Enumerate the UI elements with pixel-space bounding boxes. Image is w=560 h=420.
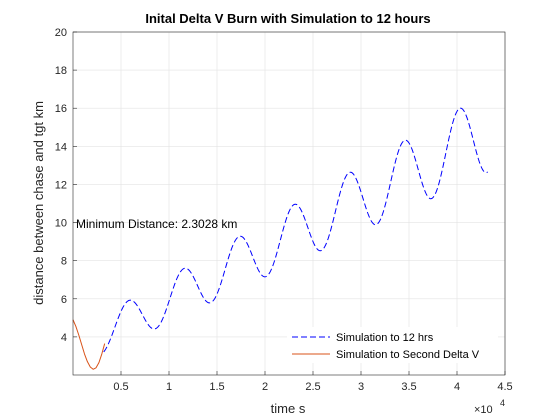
y-tick-label: 4 xyxy=(61,332,67,344)
axes-frame xyxy=(72,31,506,376)
series-line-simulation-12-hrs xyxy=(103,107,488,353)
grid xyxy=(73,31,506,375)
x-tick-label: 4.5 xyxy=(497,381,512,393)
x-axis-exponent: ×10 4 xyxy=(474,398,505,416)
x-axis-title: time s xyxy=(271,401,306,416)
legend-box xyxy=(287,327,498,363)
x-tick-label: 3.5 xyxy=(401,381,416,393)
plot-area: 0.5 1 1.5 2 2.5 3 3.5 4 4.5 4 6 8 10 12 14 16 18 20 xyxy=(55,27,513,393)
x-tick-label: 2 xyxy=(262,381,268,393)
y-tick-label: 14 xyxy=(55,141,67,153)
x-tick-label: 1.5 xyxy=(209,381,224,393)
x-exponent-base: ×10 xyxy=(474,404,493,416)
legend-label-simulation-12-hrs: Simulation to 12 hrs xyxy=(336,332,434,344)
y-tick-label: 6 xyxy=(61,294,67,306)
series-layer xyxy=(72,107,488,370)
chart-title: Inital Delta V Burn with Simulation to 1… xyxy=(145,11,430,26)
ticks: 0.5 1 1.5 2 2.5 3 3.5 4 4.5 4 6 8 10 12 14 16 18 20 xyxy=(55,27,513,393)
x-exponent-power: 4 xyxy=(500,398,505,408)
x-tick-label: 0.5 xyxy=(113,381,128,393)
min-distance-annotation: Minimum Distance: 2.3028 km xyxy=(76,217,237,231)
y-tick-label: 18 xyxy=(55,65,67,77)
x-tick-label: 1 xyxy=(166,381,172,393)
y-tick-label: 10 xyxy=(55,218,67,230)
y-tick-label: 20 xyxy=(55,27,67,39)
y-tick-label: 12 xyxy=(55,179,67,191)
series-line-second-delta-v xyxy=(72,319,106,370)
y-tick-label: 16 xyxy=(55,103,67,115)
x-tick-label: 4 xyxy=(454,381,460,393)
y-tick-label: 8 xyxy=(61,256,67,268)
legend: Simulation to 12 hrs Simulation to Secon… xyxy=(287,327,498,363)
axes-background xyxy=(73,32,505,375)
y-axis-title: distance between chase and tgt km xyxy=(31,101,46,305)
x-tick-label: 2.5 xyxy=(305,381,320,393)
legend-label-second-delta-v: Simulation to Second Delta V xyxy=(336,349,480,361)
x-tick-label: 3 xyxy=(358,381,364,393)
